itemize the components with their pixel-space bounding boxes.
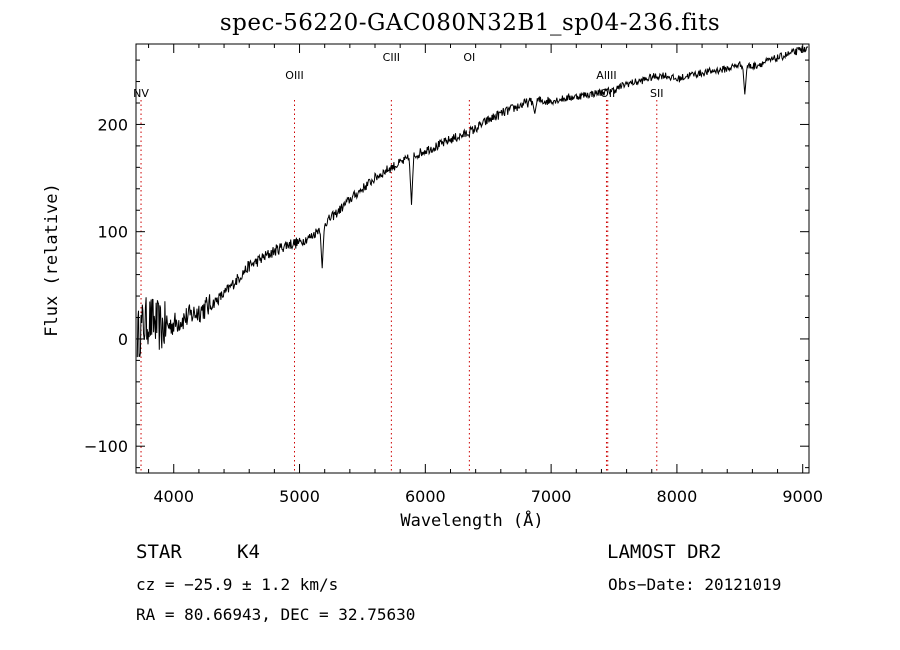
y-tick-label: 0 xyxy=(118,330,128,349)
x-tick-label: 7000 xyxy=(531,487,572,506)
x-tick-label: 8000 xyxy=(657,487,698,506)
coordinates: RA = 80.66943, DEC = 32.75630 xyxy=(136,605,416,624)
object-subclass: K4 xyxy=(237,541,260,563)
line-label: AlIII xyxy=(596,69,616,82)
plot-border xyxy=(135,43,810,474)
y-axis-label: Flux (relative) xyxy=(42,183,62,337)
observation-date: Obs−Date: 20121019 xyxy=(608,575,782,594)
y-tick-label: 200 xyxy=(97,115,128,134)
x-tick-label: 4000 xyxy=(153,487,194,506)
spectrum-line xyxy=(136,45,809,358)
chart-title: spec-56220-GAC080N32B1_sp04-236.fits xyxy=(219,10,721,36)
line-label: OIII xyxy=(285,69,303,82)
spectrum-series xyxy=(136,45,809,358)
survey-name: LAMOST DR2 xyxy=(607,541,722,563)
x-axis-label: Wavelength (Å) xyxy=(400,511,544,531)
line-label: CIII xyxy=(383,51,400,64)
y-tick-label: 100 xyxy=(97,223,128,242)
x-tick-label: 9000 xyxy=(782,487,823,506)
redshift-velocity: cz = −25.9 ± 1.2 km/s xyxy=(136,575,339,594)
plot-frame xyxy=(135,43,810,474)
x-tick-label: 5000 xyxy=(279,487,320,506)
object-class: STAR xyxy=(136,541,182,563)
axis-ticks: 4000 5000 6000 7000 8000 9000 −100 0 100 200 xyxy=(84,44,823,506)
line-label: SII xyxy=(650,87,663,100)
line-label: OI xyxy=(463,51,475,64)
y-tick-label: −100 xyxy=(84,437,128,456)
line-label: NV xyxy=(133,87,149,100)
x-tick-label: 6000 xyxy=(405,487,446,506)
